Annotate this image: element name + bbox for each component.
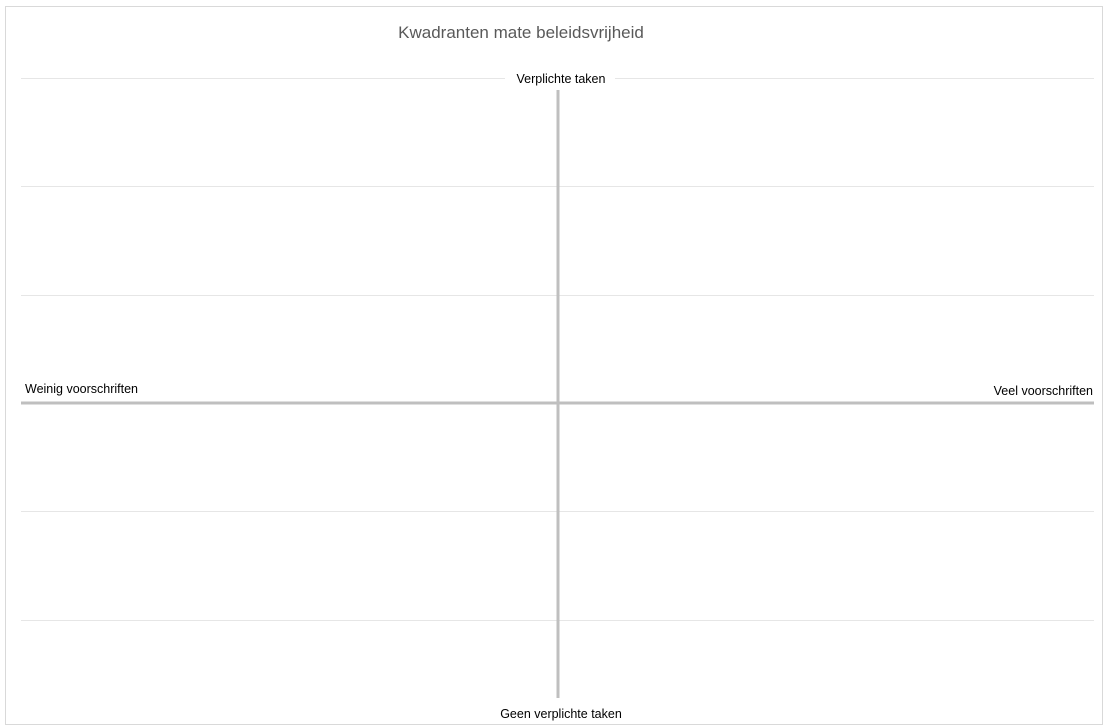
top-label-background: [505, 68, 615, 88]
right-axis-label: Veel voorschriften: [994, 384, 1093, 398]
bottom-axis-label: Geen verplichte taken: [500, 707, 622, 721]
left-axis-label: Weinig voorschriften: [25, 382, 138, 396]
chart-frame: [5, 6, 1103, 725]
top-axis-label: Verplichte taken: [517, 72, 606, 86]
chart-title: Kwadranten mate beleidsvrijheid: [398, 23, 644, 42]
